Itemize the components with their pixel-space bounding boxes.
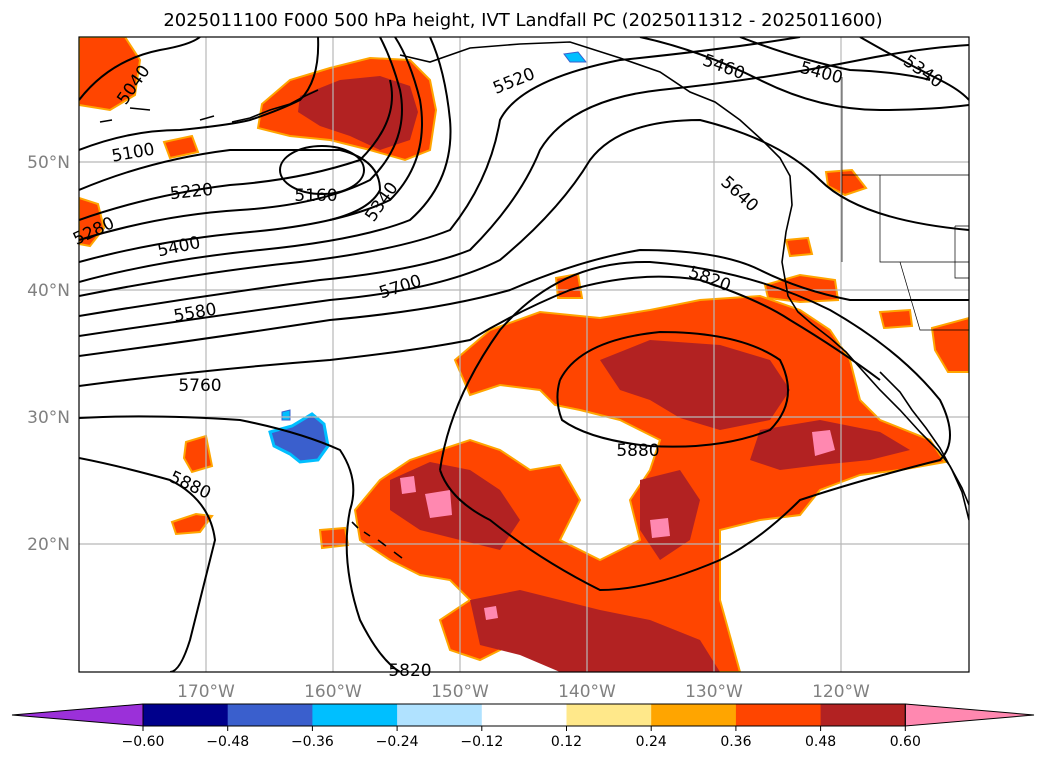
colorbar-frame	[142, 703, 906, 727]
contour-5880-west	[79, 457, 217, 672]
colorbar-bin	[397, 704, 483, 726]
ivt-core-southwest	[390, 462, 520, 550]
ivt-peak-5	[484, 606, 498, 620]
lat-label: 20°N	[27, 535, 70, 555]
colorbar-tick-label: −0.12	[460, 734, 503, 750]
ivt-region-north-1	[162, 134, 200, 160]
state-borders	[841, 77, 969, 331]
contour-5880-loop	[556, 330, 789, 448]
ivt-shading	[79, 37, 969, 672]
ivt-peak-2	[425, 490, 452, 518]
baja-coast	[879, 371, 969, 521]
contour-5460-west	[79, 37, 452, 283]
ivt-core-gulf-alaska	[298, 76, 418, 150]
lat-label: 50°N	[27, 153, 70, 173]
gridlines	[79, 37, 969, 672]
colorbar-tick-label: 0.36	[720, 734, 751, 750]
contour-5400-west	[79, 37, 423, 263]
contour-5460-east	[639, 37, 969, 112]
colorbar-bin	[566, 704, 652, 726]
contour-5820	[79, 415, 401, 672]
contour-5580	[79, 44, 969, 317]
lon-label: 160°W	[304, 682, 362, 702]
alaska-coast	[399, 41, 969, 506]
colorbar-tick-label: −0.48	[206, 734, 249, 750]
map-panel: 5040 5100 5160 5220 5280 5400 5580 5760 …	[70, 36, 970, 681]
coastlines	[99, 41, 969, 559]
contour-5400-east	[739, 37, 931, 81]
ivt-region-east-4	[878, 308, 914, 330]
aleutian-islands	[99, 89, 319, 123]
lon-label: 130°W	[685, 682, 743, 702]
map-frame	[78, 36, 970, 673]
ivt-peak-4	[650, 518, 670, 538]
ivt-core-central-pacific	[600, 340, 790, 430]
colorbar-bin	[312, 704, 398, 726]
lat-label: 30°N	[27, 408, 70, 428]
colorbar-tick-label: −0.60	[122, 734, 165, 750]
ivt-region-west-3	[318, 526, 350, 550]
latitude-labels: 50°N 40°N 30°N 20°N	[27, 153, 70, 555]
contour-label: 5220	[169, 180, 214, 204]
contour-label: 5820	[388, 661, 431, 681]
contour-label: 5160	[294, 186, 337, 206]
contour-5040	[79, 37, 201, 101]
colorbar: −0.60 −0.48 −0.36 −0.24 −0.12 0.12 0.24 0.36 0.4…	[11, 703, 1035, 750]
hawaii-islands	[351, 521, 403, 559]
colorbar-bin	[481, 704, 567, 726]
ivt-negative-region-3	[281, 409, 291, 421]
colorbar-bin	[820, 704, 906, 726]
contour-5160-low	[279, 145, 365, 195]
contour-5100	[79, 37, 320, 151]
lon-label: 150°W	[431, 682, 489, 702]
longitude-labels: 170°W 160°W 150°W 140°W 130°W 120°W	[177, 682, 870, 702]
ivt-region-east-1	[763, 273, 840, 304]
lat-label: 40°N	[27, 281, 70, 301]
colorbar-bin	[143, 704, 229, 726]
contour-5280	[79, 79, 393, 221]
colorbar-extend-min	[11, 703, 144, 727]
lon-label: 140°W	[558, 682, 616, 702]
ivt-region-north-3	[784, 236, 814, 258]
ivt-region-east-2	[930, 316, 969, 373]
contour-5700	[79, 248, 969, 357]
colorbar-tick-label: 0.60	[890, 734, 921, 750]
colorbar-tick-label: −0.24	[376, 734, 419, 750]
height-contours	[79, 37, 969, 672]
colorbar-tick-label: −0.36	[291, 734, 334, 750]
contour-5760	[79, 275, 881, 387]
colorbar-bin	[227, 704, 313, 726]
ivt-peak-3	[400, 476, 416, 494]
ivt-negative-region-1	[268, 412, 330, 464]
contour-label: 5760	[178, 376, 221, 396]
contour-5520	[79, 37, 801, 297]
colorbar-extend-max	[904, 703, 1035, 727]
colorbar-tick-label: 0.48	[805, 734, 836, 750]
ivt-region-top-left	[79, 37, 142, 112]
ivt-region-east-3	[824, 168, 868, 197]
ivt-negative-region-2	[563, 51, 588, 63]
contour-5340-west	[79, 37, 403, 241]
colorbar-bin	[735, 704, 822, 726]
contour-label: 5880	[616, 441, 659, 461]
colorbar-tick-label: 0.12	[551, 734, 582, 750]
lon-label: 170°W	[177, 682, 235, 702]
contour-5820-east	[439, 260, 951, 592]
ivt-region-west-1	[182, 434, 214, 474]
contour-5340-east	[859, 37, 969, 101]
figure-title: 2025011100 F000 500 hPa height, IVT Land…	[163, 10, 882, 31]
contour-5640	[79, 118, 969, 337]
colorbar-tick-label: 0.24	[636, 734, 667, 750]
contour-5220	[79, 148, 382, 221]
lon-label: 120°W	[812, 682, 870, 702]
ivt-peak-1	[812, 430, 835, 456]
ivt-core-south	[470, 590, 720, 672]
colorbar-bin	[651, 704, 737, 726]
